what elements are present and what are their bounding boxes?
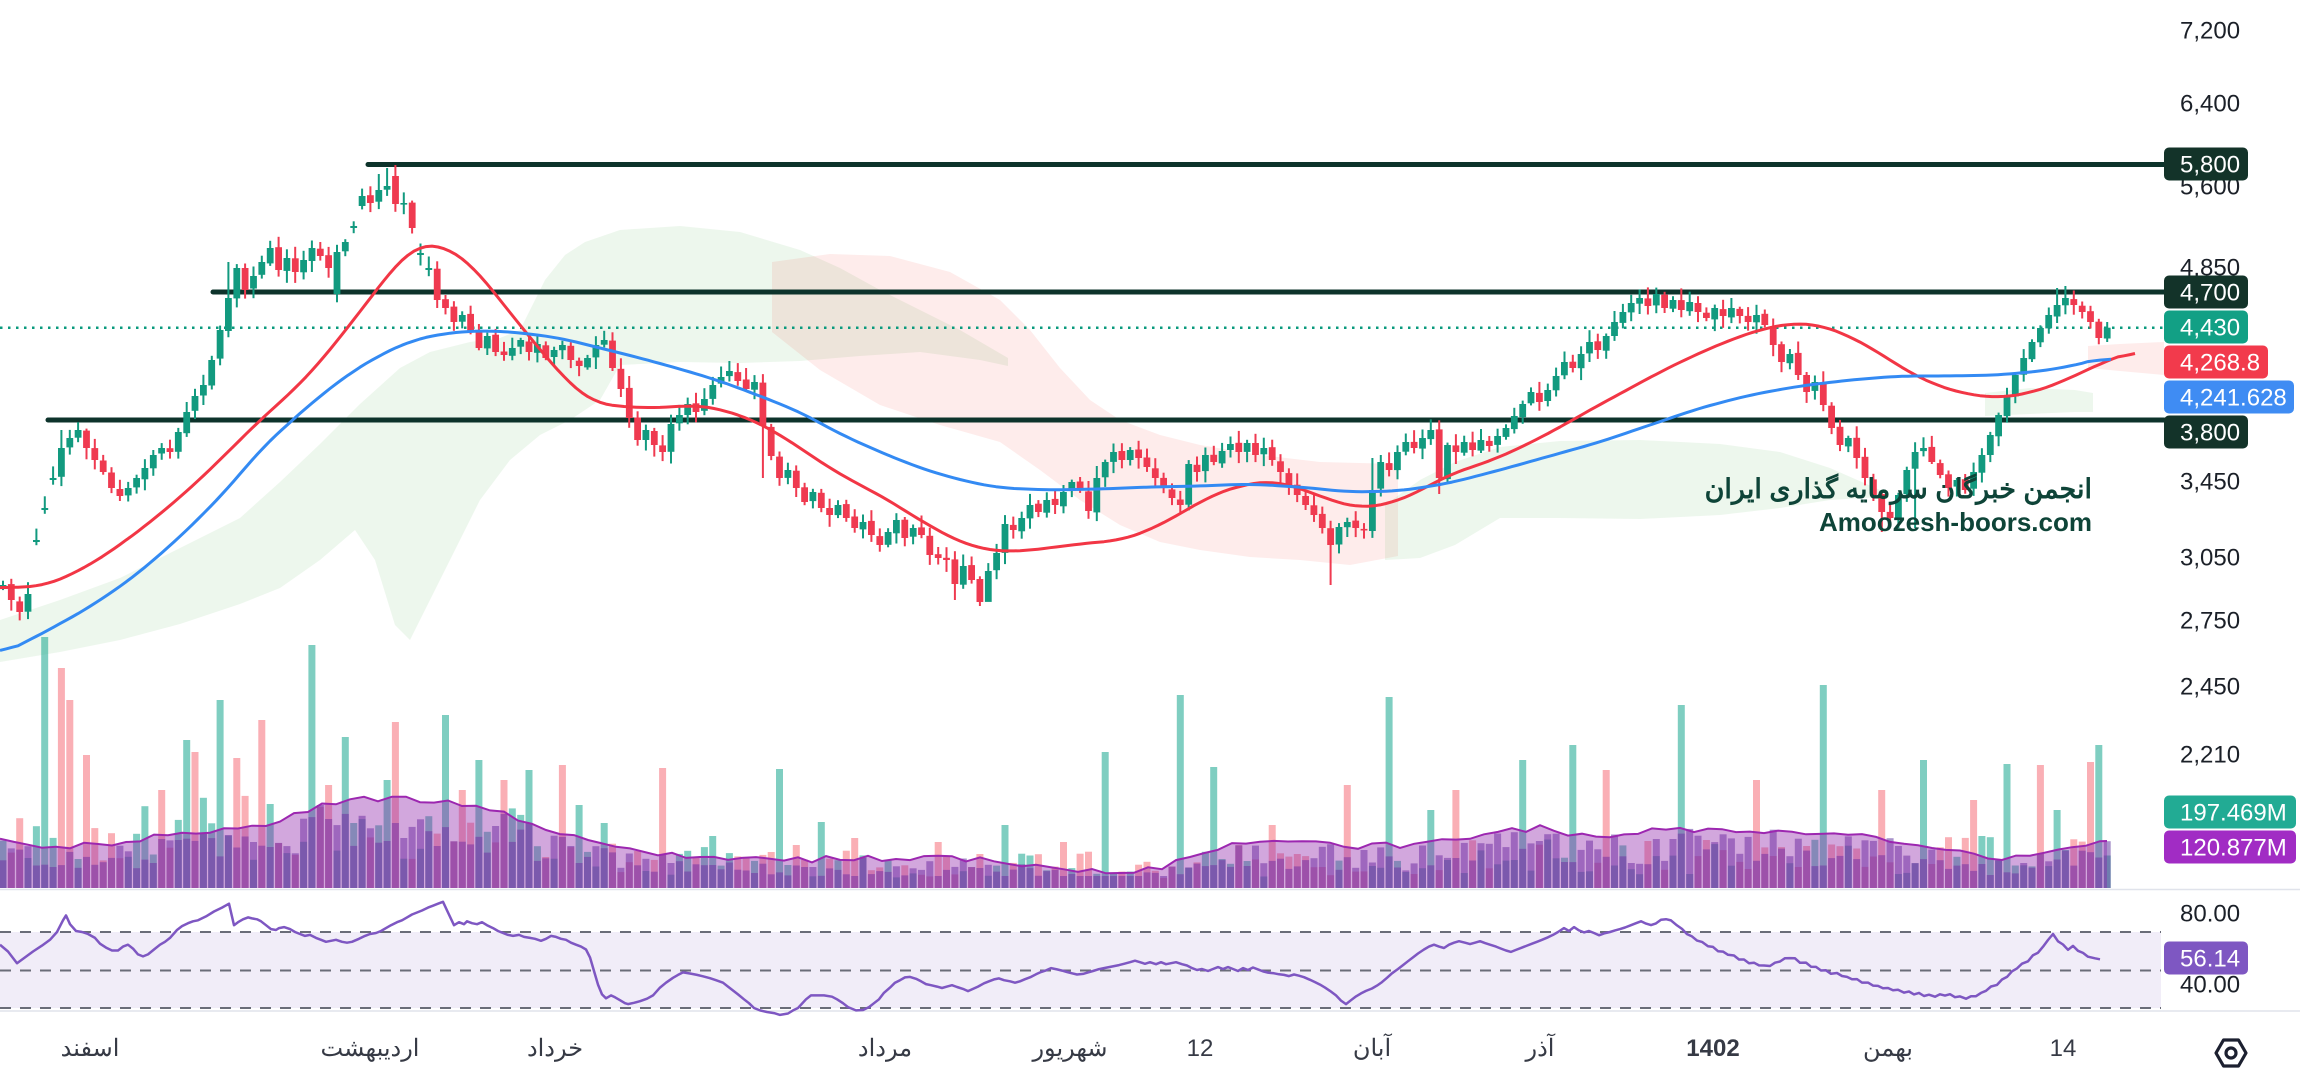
svg-text:3,050: 3,050 xyxy=(2180,545,2240,572)
svg-text:آذر: آذر xyxy=(1525,1033,1556,1062)
svg-text:5,800: 5,800 xyxy=(2180,152,2240,179)
svg-text:اردیبهشت: اردیبهشت xyxy=(321,1035,420,1062)
svg-text:4,268.8: 4,268.8 xyxy=(2180,350,2260,377)
svg-text:2,210: 2,210 xyxy=(2180,742,2240,769)
svg-text:بهمن: بهمن xyxy=(1863,1035,1913,1062)
svg-text:3,800: 3,800 xyxy=(2180,420,2240,447)
svg-text:12: 12 xyxy=(1187,1035,1214,1062)
svg-text:56.14: 56.14 xyxy=(2180,946,2240,973)
svg-text:120.877M: 120.877M xyxy=(2180,835,2287,862)
svg-text:مرداد: مرداد xyxy=(858,1035,912,1062)
svg-text:آبان: آبان xyxy=(1353,1033,1393,1062)
svg-text:40.00: 40.00 xyxy=(2180,972,2240,999)
svg-text:خرداد: خرداد xyxy=(527,1035,583,1062)
svg-text:6,400: 6,400 xyxy=(2180,91,2240,118)
svg-text:14: 14 xyxy=(2050,1035,2077,1062)
svg-text:1402: 1402 xyxy=(1686,1035,1739,1062)
svg-text:اسفند: اسفند xyxy=(61,1035,120,1062)
svg-text:2,750: 2,750 xyxy=(2180,608,2240,635)
svg-text:انجمن خبرگان سرمایه گذاری ایرا: انجمن خبرگان سرمایه گذاری ایران xyxy=(1705,473,2092,506)
svg-text:80.00: 80.00 xyxy=(2180,901,2240,928)
svg-text:197.469M: 197.469M xyxy=(2180,800,2287,827)
svg-text:4,430: 4,430 xyxy=(2180,315,2240,342)
svg-text:4,241.628: 4,241.628 xyxy=(2180,385,2287,412)
svg-text:Amoozesh-boors.com: Amoozesh-boors.com xyxy=(1819,507,2092,537)
svg-text:شهریور: شهریور xyxy=(1031,1035,1107,1062)
svg-text:2,450: 2,450 xyxy=(2180,674,2240,701)
svg-text:4,700: 4,700 xyxy=(2180,280,2240,307)
svg-text:3,450: 3,450 xyxy=(2180,469,2240,496)
svg-text:7,200: 7,200 xyxy=(2180,18,2240,45)
